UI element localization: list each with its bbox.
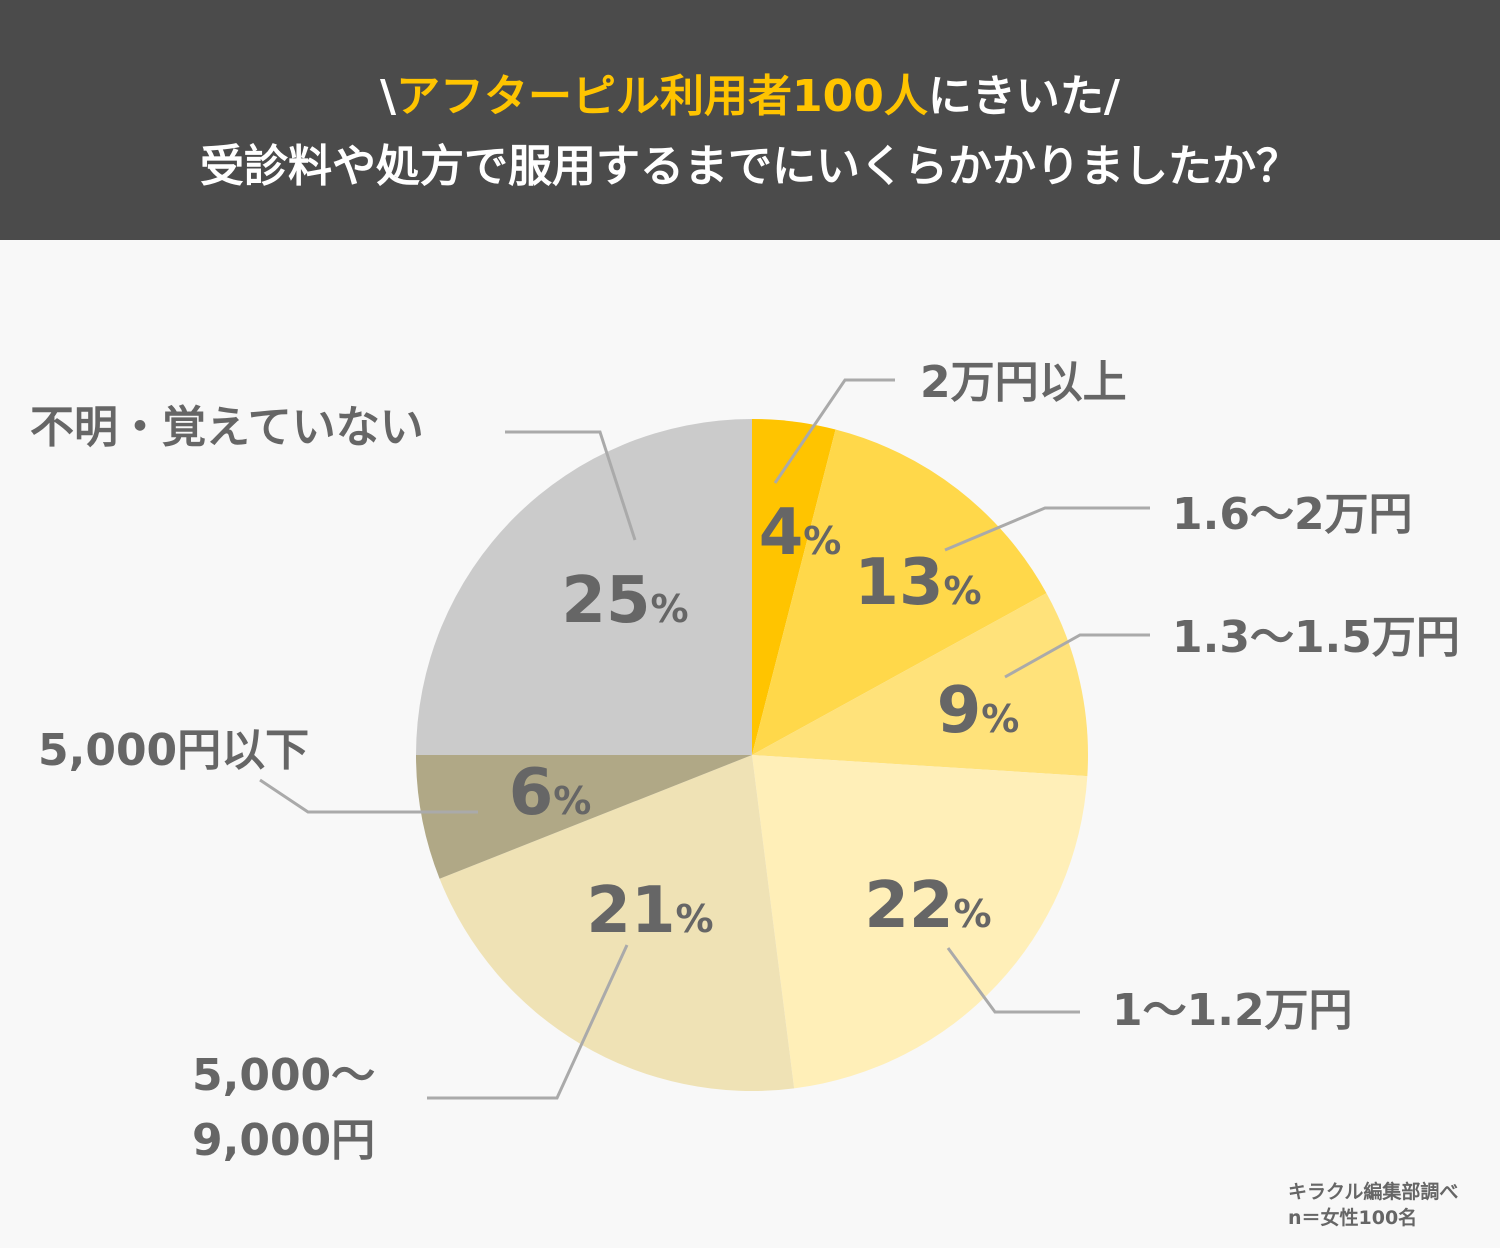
title-prefix: \ (379, 71, 397, 122)
header: \アフターピル利用者100人にきいた/ 受診料や処方で服用するまでにいくらかかり… (0, 0, 1500, 240)
label-5000-under: 5,000円以下 (38, 725, 310, 776)
title-highlight: アフターピル利用者100人 (396, 71, 928, 122)
label-10000-12000: 1〜1.2万円 (1112, 985, 1353, 1036)
subtitle: 受診料や処方で服用するまでにいくらかかりましたか？ (200, 141, 1300, 192)
pie-slice (439, 755, 795, 1091)
footnote: キラクル編集部調べ n＝女性100名 (1288, 1180, 1458, 1231)
pie-slice (752, 755, 1088, 1089)
pie-slice (752, 429, 1047, 755)
label-unknown: 不明・覚えていない (30, 402, 424, 453)
pie-slice (752, 419, 836, 755)
leader-line (946, 947, 1080, 1014)
data-label: 4% (759, 496, 842, 570)
leader-line (427, 944, 629, 1100)
pie-slice (416, 755, 752, 879)
label-5000-9000-b: 9,000円 (192, 1115, 376, 1166)
label-5000-9000-a: 5,000〜 (192, 1050, 376, 1101)
data-label: 21% (586, 874, 713, 948)
source-note: キラクル編集部調べ (1288, 1181, 1459, 1203)
sample-note: n＝女性100名 (1288, 1206, 1418, 1229)
label-20000-plus: 2万円以上 (920, 357, 1127, 408)
pie-slice (752, 593, 1089, 777)
pie-slice (416, 419, 752, 755)
label-16000-20000: 1.6〜2万円 (1172, 489, 1413, 540)
label-13000-15000: 1.3〜1.5万円 (1172, 612, 1460, 663)
leader-line (944, 506, 1150, 552)
leader-line (1004, 633, 1150, 679)
leader-line (505, 430, 637, 541)
leader-line (773, 378, 895, 484)
title: \アフターピル利用者100人にきいた/ (0, 60, 1500, 124)
title-suffix: にきいた/ (927, 71, 1120, 122)
leader-line (259, 778, 478, 814)
